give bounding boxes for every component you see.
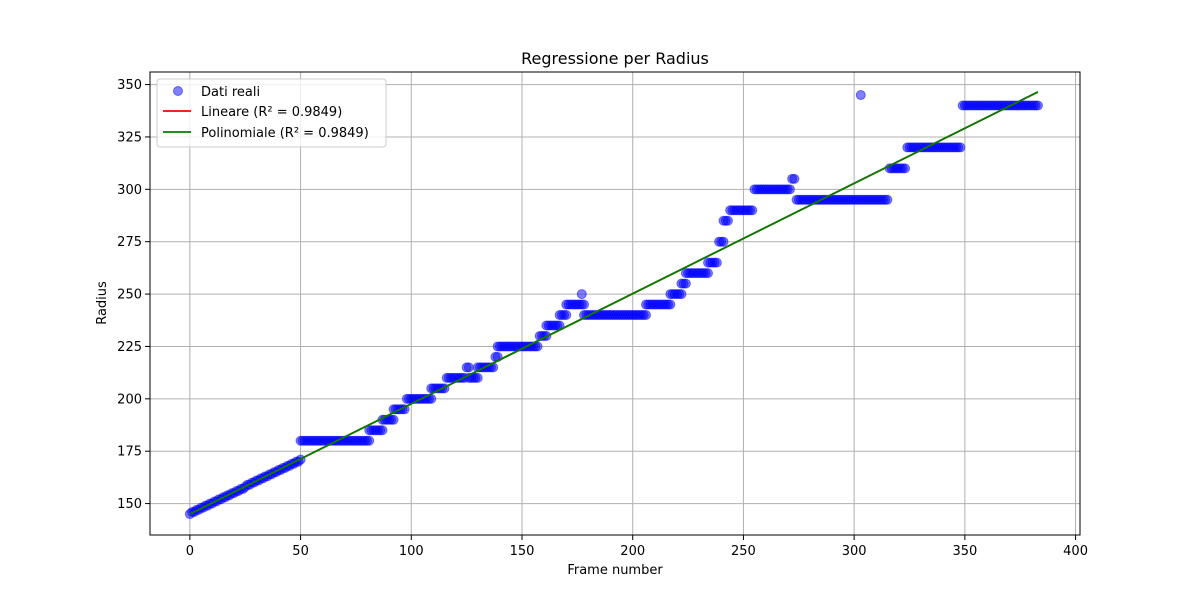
data-point bbox=[561, 310, 572, 321]
plot-area-frame bbox=[149, 71, 1081, 536]
data-point bbox=[747, 205, 758, 216]
data-point bbox=[463, 362, 474, 373]
x-tick-label: 150 bbox=[510, 544, 535, 559]
data-point bbox=[377, 425, 388, 436]
x-tick-label: 50 bbox=[292, 544, 309, 559]
y-tick-label: 150 bbox=[117, 497, 142, 512]
y-tick-label: 325 bbox=[117, 130, 142, 145]
y-tick-label: 275 bbox=[117, 235, 142, 250]
data-point bbox=[882, 194, 893, 205]
legend-label-linear: Lineare (R² = 0.9849) bbox=[201, 105, 342, 120]
data-point bbox=[711, 257, 722, 268]
data-point bbox=[579, 299, 589, 310]
legend-box bbox=[156, 78, 387, 148]
scatter-points bbox=[184, 90, 1043, 520]
axis-ticks: 0 50 100 150 200 250 300 350 400 150 175 200 225 250 2… bbox=[117, 78, 1088, 559]
data-point bbox=[789, 173, 800, 184]
legend: Dati reali Lineare (R² = 0.9849) Polinom… bbox=[156, 78, 387, 148]
x-tick-label: 0 bbox=[186, 544, 194, 559]
data-point bbox=[784, 184, 795, 195]
data-point bbox=[855, 90, 866, 101]
data-point bbox=[641, 310, 651, 321]
legend-label-scatter: Dati reali bbox=[201, 85, 260, 100]
data-point bbox=[665, 299, 676, 310]
data-point bbox=[388, 414, 399, 425]
data-point bbox=[472, 372, 483, 383]
polynomial-regression-line bbox=[189, 91, 1039, 515]
x-axis-label: Frame number bbox=[567, 563, 663, 578]
data-point bbox=[955, 142, 966, 153]
data-point bbox=[576, 289, 587, 300]
x-tick-label: 300 bbox=[842, 544, 867, 559]
data-point bbox=[722, 215, 733, 226]
y-tick-label: 200 bbox=[117, 392, 142, 407]
data-point bbox=[680, 278, 691, 289]
regression-lines bbox=[189, 91, 1039, 515]
y-axis-label: Radius bbox=[95, 281, 110, 325]
legend-label-poly: Polinomiale (R² = 0.9849) bbox=[201, 126, 369, 141]
x-tick-label: 400 bbox=[1063, 544, 1088, 559]
y-tick-label: 175 bbox=[117, 445, 142, 460]
data-point bbox=[1032, 100, 1043, 111]
data-point bbox=[364, 435, 375, 446]
y-tick-label: 225 bbox=[117, 340, 142, 355]
data-point bbox=[676, 289, 687, 300]
data-point bbox=[703, 268, 713, 279]
data-point bbox=[900, 163, 911, 174]
x-tick-label: 250 bbox=[731, 544, 756, 559]
x-tick-label: 200 bbox=[620, 544, 645, 559]
y-tick-label: 350 bbox=[117, 78, 142, 93]
y-tick-label: 250 bbox=[117, 288, 142, 303]
legend-marker-scatter bbox=[173, 86, 183, 96]
x-tick-label: 350 bbox=[952, 544, 977, 559]
y-tick-label: 300 bbox=[117, 183, 142, 198]
chart-title: Regressione per Radius bbox=[521, 49, 709, 68]
x-tick-label: 100 bbox=[399, 544, 424, 559]
data-point bbox=[718, 236, 729, 247]
